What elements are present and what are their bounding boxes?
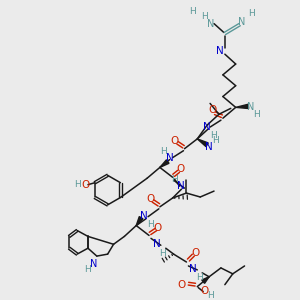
Text: N: N (238, 17, 245, 27)
Text: N: N (90, 259, 98, 269)
Text: O: O (208, 105, 216, 115)
Text: H: H (210, 131, 216, 140)
Text: N: N (190, 264, 197, 274)
Polygon shape (202, 277, 209, 284)
Text: N: N (166, 153, 174, 163)
Text: N: N (216, 46, 224, 56)
Text: N: N (247, 102, 254, 112)
Text: H: H (248, 9, 255, 18)
Polygon shape (160, 160, 169, 167)
Text: N: N (177, 181, 184, 191)
Polygon shape (197, 139, 208, 147)
Text: O: O (200, 286, 208, 296)
Text: N: N (205, 142, 213, 152)
Polygon shape (136, 217, 143, 226)
Text: O: O (170, 136, 179, 146)
Text: N: N (153, 239, 161, 249)
Text: H: H (253, 110, 260, 119)
Text: H: H (201, 12, 208, 21)
Text: O: O (176, 164, 185, 174)
Text: O: O (154, 223, 162, 232)
Polygon shape (236, 104, 249, 109)
Text: H: H (189, 7, 196, 16)
Text: H: H (147, 220, 153, 229)
Text: N: N (207, 19, 215, 28)
Text: O: O (82, 180, 90, 190)
Text: O: O (177, 280, 186, 290)
Text: H: H (159, 249, 166, 258)
Text: O: O (146, 194, 154, 204)
Text: H: H (171, 175, 178, 184)
Text: N: N (140, 211, 148, 221)
Text: H: H (196, 273, 202, 282)
Text: O: O (191, 248, 200, 258)
Text: H: H (160, 147, 167, 156)
Text: H: H (207, 291, 214, 300)
Text: N: N (203, 122, 211, 132)
Text: H: H (212, 136, 218, 146)
Text: H: H (85, 266, 91, 274)
Text: H: H (74, 180, 80, 189)
